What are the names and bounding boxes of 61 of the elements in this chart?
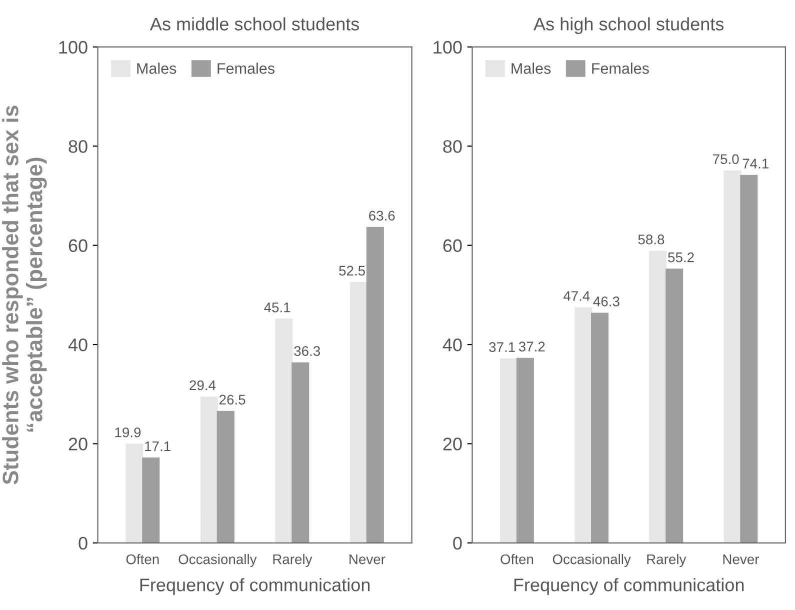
- y-tick-label: 40: [442, 338, 462, 352]
- bar: [666, 268, 684, 543]
- data-label: 37.2: [518, 342, 545, 352]
- y-tick-label: 80: [68, 140, 88, 153]
- chart-title: As high school students: [534, 17, 724, 34]
- y-tick-label: 100: [59, 40, 88, 54]
- bar: [216, 410, 234, 543]
- y-tick-label: 100: [434, 40, 462, 54]
- legend-label: Females: [592, 62, 649, 74]
- y-tick-label: 80: [443, 140, 462, 153]
- x-tick-label: Occasionally: [178, 554, 257, 567]
- bar: [275, 318, 293, 543]
- x-tick-label: Never: [350, 554, 386, 564]
- chart-title: As middle school students: [150, 17, 360, 30]
- data-label: 37.1: [489, 342, 515, 352]
- bar: [574, 307, 592, 543]
- x-axis-title: Frequency of communication: [140, 578, 370, 595]
- x-tick-label: Occasionally: [552, 554, 631, 567]
- y-tick-label: 20: [68, 438, 88, 450]
- y-tick-label: 0: [78, 536, 88, 550]
- data-label: 75.0: [713, 154, 739, 164]
- data-label: 29.4: [190, 380, 216, 390]
- bar: [200, 396, 218, 543]
- bar: [366, 226, 384, 543]
- data-label: 74.1: [742, 158, 768, 168]
- data-label: 55.2: [668, 252, 694, 262]
- data-label: 46.3: [593, 296, 620, 306]
- legend-label: Males: [512, 62, 551, 74]
- legend-label: Females: [218, 62, 274, 74]
- y-tick-label: 40: [68, 338, 88, 352]
- bar: [350, 282, 368, 543]
- y-tick-label: 60: [443, 239, 462, 252]
- bar: [500, 358, 518, 543]
- bar: [591, 312, 609, 543]
- bar: [126, 444, 144, 543]
- bar: [649, 250, 667, 543]
- bar: [516, 358, 534, 543]
- data-label: 58.8: [638, 234, 664, 244]
- data-label: 47.4: [563, 291, 590, 301]
- data-label: 17.1: [145, 441, 170, 452]
- bar: [740, 174, 758, 543]
- x-tick-label: Often: [126, 554, 159, 564]
- y-axis-title: Students who responded that sex is “acceptable” (percentage): [2, 106, 47, 484]
- data-label: 36.3: [294, 346, 320, 356]
- data-label: 52.5: [339, 266, 365, 276]
- data-label: 19.9: [115, 427, 141, 438]
- data-label: 26.5: [220, 394, 246, 405]
- bar: [142, 458, 160, 543]
- data-label: 45.1: [264, 302, 290, 312]
- x-tick-label: Rarely: [647, 554, 686, 567]
- x-tick-label: Never: [723, 554, 760, 564]
- x-tick-label: Often: [500, 554, 534, 564]
- data-label: 63.6: [369, 210, 395, 221]
- y-tick-label: 60: [68, 239, 88, 252]
- legend-label: Males: [137, 62, 176, 74]
- y-tick-label: 20: [443, 438, 462, 450]
- y-tick-label: 0: [453, 536, 462, 550]
- bar: [724, 170, 742, 543]
- x-tick-label: Rarely: [273, 554, 312, 567]
- bar: [292, 362, 310, 543]
- x-axis-title: Frequency of communication: [514, 578, 744, 595]
